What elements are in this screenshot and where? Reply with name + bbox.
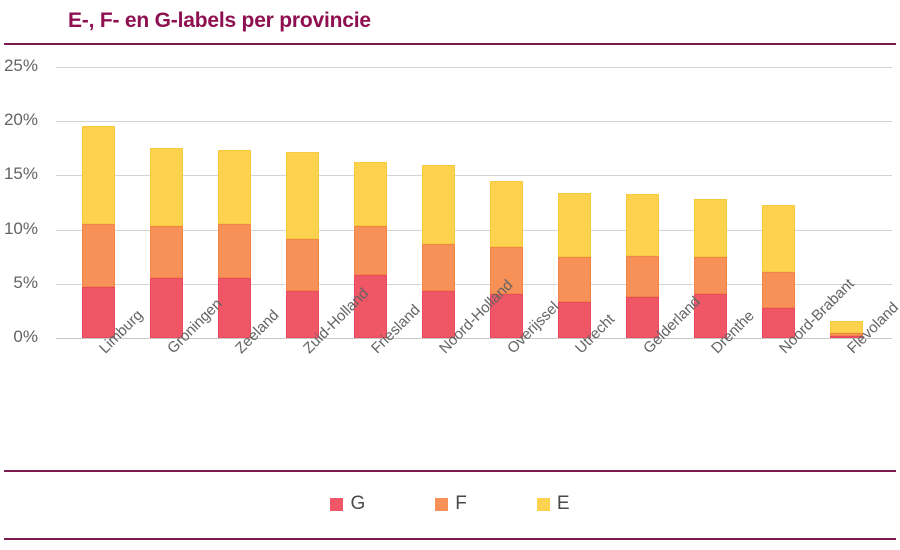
bar-segment-g[interactable] — [422, 291, 455, 338]
bar-segment-f[interactable] — [558, 256, 591, 303]
bar-group[interactable] — [626, 193, 659, 338]
plot-area: 0% 5% 10% 15% 20% 25% — [4, 56, 892, 346]
bar-segment-e[interactable] — [694, 199, 727, 257]
square-swatch-icon — [330, 497, 344, 511]
bar-segment-f[interactable] — [286, 239, 319, 292]
bar-segment-f[interactable] — [82, 224, 115, 288]
gridline — [56, 283, 892, 285]
bar-group[interactable] — [762, 204, 795, 338]
bar-segment-f[interactable] — [422, 243, 455, 292]
bar-segment-f[interactable] — [218, 224, 251, 279]
bar-segment-g[interactable] — [694, 293, 727, 338]
bar-segment-g[interactable] — [558, 302, 591, 338]
bar-segment-f[interactable] — [762, 271, 795, 308]
legend-item-g[interactable]: G — [330, 493, 365, 515]
legend-label: F — [455, 493, 467, 514]
y-axis-tick-label: 10% — [3, 218, 38, 238]
bar-segment-e[interactable] — [218, 150, 251, 225]
bar-group[interactable] — [422, 164, 455, 338]
bar-group[interactable] — [558, 192, 591, 338]
y-axis-tick-label: 5% — [13, 272, 38, 292]
bar-group[interactable] — [82, 125, 115, 338]
y-axis-tick-label: 20% — [3, 110, 38, 130]
legend-item-e[interactable]: E — [536, 493, 570, 515]
bar-segment-f[interactable] — [354, 226, 387, 276]
bar-segment-g[interactable] — [218, 278, 251, 338]
bar-segment-g[interactable] — [82, 287, 115, 338]
bar-segment-e[interactable] — [422, 164, 455, 244]
bar-segment-g[interactable] — [762, 307, 795, 338]
bar-segment-e[interactable] — [626, 193, 659, 256]
bar-group[interactable] — [150, 148, 183, 338]
bar-segment-e[interactable] — [762, 204, 795, 272]
gridline — [56, 338, 892, 339]
divider-top — [4, 43, 896, 45]
gridline — [56, 175, 892, 177]
bar-segment-f[interactable] — [490, 246, 523, 294]
bar-segment-f[interactable] — [626, 255, 659, 297]
bar-segment-g[interactable] — [830, 335, 863, 338]
bar-group[interactable] — [354, 162, 387, 338]
square-swatch-icon — [435, 497, 449, 511]
bar-segment-e[interactable] — [286, 151, 319, 240]
y-axis-tick-label: 15% — [3, 164, 38, 184]
bar-segment-g[interactable] — [626, 296, 659, 338]
square-swatch-icon — [536, 497, 550, 511]
bar-segment-e[interactable] — [830, 320, 863, 333]
bar-segment-e[interactable] — [150, 148, 183, 227]
bar-segment-f[interactable] — [694, 256, 727, 294]
bar-segment-e[interactable] — [82, 125, 115, 225]
bar-segment-e[interactable] — [490, 180, 523, 247]
bar-segment-f[interactable] — [150, 226, 183, 279]
bar-segment-g[interactable] — [286, 291, 319, 338]
y-axis-tick-label: 0% — [13, 327, 38, 346]
bar-segment-g[interactable] — [490, 293, 523, 338]
bar-segment-g[interactable] — [150, 278, 183, 338]
divider-bottom — [4, 538, 896, 540]
gridline — [56, 229, 892, 231]
bar-segment-g[interactable] — [354, 275, 387, 338]
bar-group[interactable] — [490, 180, 523, 338]
legend-item-f[interactable]: F — [435, 493, 467, 515]
bar-segment-e[interactable] — [354, 162, 387, 227]
divider-middle — [4, 470, 896, 472]
bar-segment-e[interactable] — [558, 192, 591, 257]
gridline — [56, 67, 892, 68]
y-axis-tick-label: 25% — [3, 56, 38, 75]
bar-segment-f[interactable] — [830, 332, 863, 336]
bar-group[interactable] — [830, 320, 863, 338]
gridline — [56, 121, 892, 123]
bar-group[interactable] — [694, 199, 727, 338]
legend-label: G — [350, 493, 366, 514]
legend-label: E — [556, 493, 570, 514]
bar-group[interactable] — [218, 150, 251, 338]
page-title: E-, F- en G-labels per provincie — [68, 9, 371, 32]
bar-group[interactable] — [286, 151, 319, 338]
